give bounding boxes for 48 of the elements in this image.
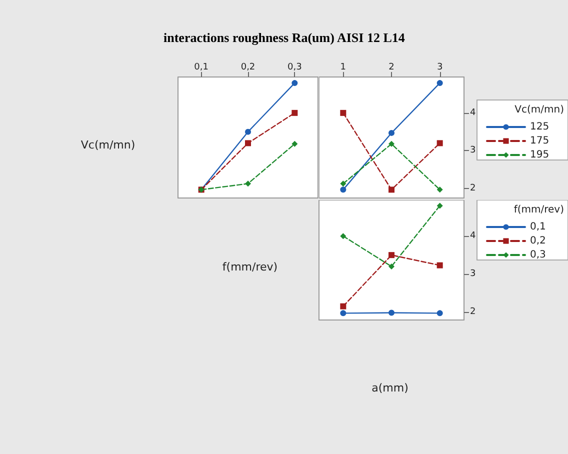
point: [388, 140, 394, 147]
y-tick-label: 4: [470, 108, 476, 118]
x-tick-label: 0,3: [288, 62, 302, 72]
legend-label: 195: [530, 150, 550, 160]
x-tick-label: 0,2: [240, 62, 256, 72]
y-axis-title: Vc(m/mn): [80, 138, 136, 152]
point: [340, 303, 346, 310]
x-tick-label: 2: [388, 62, 394, 72]
y-tick-label: 2: [470, 307, 476, 318]
point: [340, 180, 346, 187]
legend-title: f(mm/rev): [514, 204, 564, 216]
y-tick-label: 4: [470, 231, 476, 242]
legend-label: 0,3: [530, 250, 546, 260]
point: [436, 262, 443, 268]
point: [388, 130, 394, 136]
point: [436, 186, 443, 193]
y-axis-title: f(mm/rev): [222, 260, 278, 274]
legend-label: 0,2: [530, 236, 546, 246]
point: [245, 128, 251, 135]
legend-label: 125: [530, 122, 550, 132]
point: [436, 80, 443, 86]
point: [388, 252, 394, 258]
point: [292, 110, 298, 116]
y-tick-label: 3: [470, 146, 476, 156]
point: [340, 110, 346, 116]
x-tick-label: 3: [436, 62, 443, 72]
point: [388, 310, 394, 316]
point: [245, 140, 251, 146]
point: [292, 140, 298, 147]
point: [436, 140, 443, 146]
point: [340, 233, 346, 240]
point: [292, 80, 298, 86]
legend-label: 175: [530, 136, 550, 146]
point: [245, 180, 251, 187]
point: [388, 263, 394, 270]
x-axis-title: a(mm): [372, 382, 408, 394]
y-tick-label: 3: [470, 269, 476, 280]
legend-label: 0,1: [530, 222, 546, 232]
y-tick-label: 2: [470, 184, 476, 194]
point: [388, 186, 394, 193]
legend-title: Vc(m/mn): [514, 104, 564, 116]
point: [340, 310, 346, 316]
point: [436, 310, 443, 316]
point: [436, 202, 443, 209]
x-tick-label: 1: [340, 62, 346, 72]
point: [340, 186, 346, 193]
x-tick-label: 0,1: [194, 62, 208, 72]
chart-title: interactions roughness Ra(um) AISI 12 L14: [164, 30, 405, 46]
